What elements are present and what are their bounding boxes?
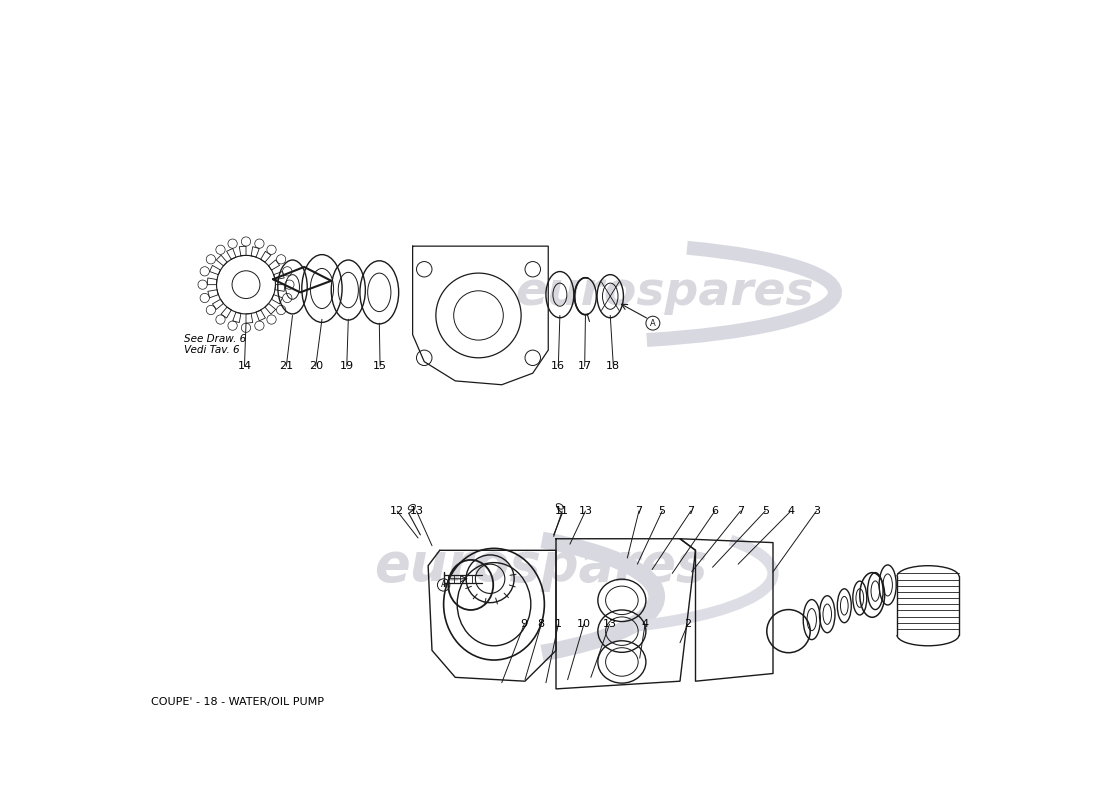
Text: See Draw. 6: See Draw. 6 <box>184 334 246 343</box>
Text: 3: 3 <box>813 506 820 517</box>
Text: COUPE' - 18 - WATER/OIL PUMP: COUPE' - 18 - WATER/OIL PUMP <box>152 697 324 706</box>
Text: 9: 9 <box>520 619 528 629</box>
Text: 1: 1 <box>554 619 562 629</box>
Text: 6: 6 <box>712 506 718 517</box>
Text: Vedi Tav. 6: Vedi Tav. 6 <box>184 345 240 355</box>
Text: 5: 5 <box>659 506 666 517</box>
Text: 19: 19 <box>340 361 354 371</box>
Text: 21: 21 <box>279 361 294 371</box>
Text: 20: 20 <box>309 361 322 371</box>
Text: 18: 18 <box>606 361 620 371</box>
Text: 16: 16 <box>551 361 565 371</box>
Text: A: A <box>650 318 656 328</box>
Text: 7: 7 <box>737 506 744 517</box>
Text: eurospares: eurospares <box>374 540 707 592</box>
Text: 4: 4 <box>788 506 794 517</box>
Text: 11: 11 <box>556 506 569 517</box>
Text: 10: 10 <box>576 619 591 629</box>
Text: A: A <box>441 581 447 590</box>
Text: 7: 7 <box>688 506 694 517</box>
Text: 17: 17 <box>578 361 592 371</box>
Text: 2: 2 <box>684 619 691 629</box>
Text: 5: 5 <box>761 506 769 517</box>
Text: 12: 12 <box>390 506 404 517</box>
Text: eurospares: eurospares <box>515 270 814 315</box>
Text: 13: 13 <box>579 506 593 517</box>
Text: 13: 13 <box>603 619 616 629</box>
Text: 4: 4 <box>641 619 649 629</box>
Text: 7: 7 <box>636 506 642 517</box>
Text: 8: 8 <box>538 619 544 629</box>
Text: 15: 15 <box>373 361 387 371</box>
Text: 14: 14 <box>238 361 252 371</box>
Text: 13: 13 <box>409 506 424 517</box>
